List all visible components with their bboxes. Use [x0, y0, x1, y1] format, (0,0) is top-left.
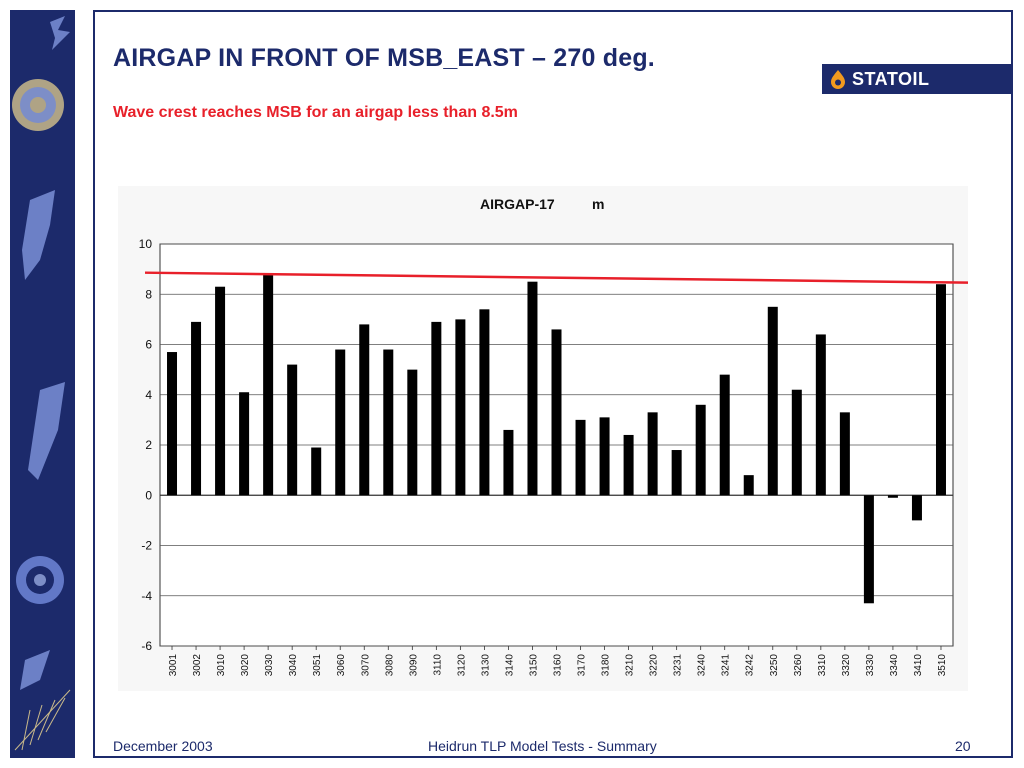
bar [287, 364, 298, 496]
left-decorative-strip [10, 10, 75, 758]
x-tick-label: 3010 [216, 654, 227, 677]
x-tick-label: 3240 [697, 654, 708, 677]
bar [887, 495, 898, 498]
x-tick-label: 3330 [865, 654, 876, 677]
bar [911, 495, 922, 521]
x-tick-label: 3170 [577, 654, 588, 677]
x-tick-label: 3231 [673, 654, 684, 677]
x-tick-label: 3510 [937, 654, 948, 677]
slide-frame [93, 10, 1013, 758]
label-layer: -6 -4 -2 0 2 4 6 8 10 3001 3002 3010 3020 3030 3040 305… [139, 237, 968, 676]
bar [695, 404, 706, 496]
x-tick-label: 3090 [408, 654, 419, 677]
logo-text: STATOIL [852, 68, 930, 89]
chart-area: -6 -4 -2 0 2 4 6 8 10 3001 3002 3010 3020 3030 3040 305… [118, 186, 968, 691]
x-tick-label: 3150 [528, 654, 539, 677]
bar [335, 349, 346, 496]
x-tick-label: 3001 [168, 654, 179, 677]
flame-icon [831, 70, 845, 89]
bar [263, 274, 274, 496]
bar [863, 495, 874, 604]
chart-title: AIRGAP-17 [480, 196, 555, 212]
x-tick-label: 3130 [480, 654, 491, 677]
bar [479, 309, 490, 496]
x-tick-label: 3160 [553, 654, 564, 677]
y-tick-label: -4 [141, 589, 152, 603]
reference-line [144, 271, 968, 284]
bar [647, 412, 658, 496]
bar [383, 349, 394, 496]
y-tick-label: 8 [145, 287, 152, 301]
bar [935, 284, 946, 496]
y-tick-label: -6 [141, 639, 152, 653]
x-tick-label: 3140 [504, 654, 515, 677]
bar [191, 321, 202, 496]
bar [599, 417, 610, 496]
bar [527, 281, 538, 496]
x-tick-label: 3002 [192, 654, 203, 677]
bar [623, 434, 634, 496]
airgap-bar-chart: -6 -4 -2 0 2 4 6 8 10 3001 3002 3010 3020 3030 3040 305… [139, 196, 968, 676]
y-tick-label: 6 [145, 338, 152, 352]
bar [215, 286, 226, 496]
bar [167, 352, 178, 496]
x-tick-label: 3080 [384, 654, 395, 677]
bar [791, 389, 802, 496]
bar [239, 392, 250, 496]
bar [311, 447, 322, 496]
y-tick-label: 2 [145, 438, 152, 452]
bar [719, 374, 730, 496]
x-tick-label: 3040 [288, 654, 299, 677]
x-tick-label: 3180 [601, 654, 612, 677]
bar [839, 412, 850, 496]
x-tick-label: 3410 [913, 654, 924, 677]
y-tick-label: 10 [139, 237, 153, 251]
x-tick-label: 3310 [817, 654, 828, 677]
x-tick-label: 3070 [360, 654, 371, 677]
y-tick-label: 4 [145, 388, 152, 402]
x-tick-label: 3060 [336, 654, 347, 677]
x-tick-label: 3110 [432, 654, 443, 676]
x-tick-label: 3220 [649, 654, 660, 677]
x-tick-label: 3320 [841, 654, 852, 677]
x-tick-label: 3260 [793, 654, 804, 677]
bar [671, 450, 682, 496]
bar [551, 329, 562, 496]
decorative-shells-icon [12, 16, 71, 751]
slide-subtitle: Wave crest reaches MSB for an airgap les… [113, 104, 518, 121]
y-tick-label: -2 [141, 539, 152, 553]
x-tick-label: 3340 [889, 654, 900, 677]
x-tick-label: 3020 [240, 654, 251, 677]
bar [359, 324, 370, 496]
bar [767, 306, 778, 496]
bar [503, 429, 514, 496]
x-tick-label: 3030 [264, 654, 275, 677]
bar [815, 334, 826, 496]
y-tick-label: 0 [145, 488, 152, 502]
bar [407, 369, 418, 496]
x-tick-label: 3250 [769, 654, 780, 677]
x-tick-label: 3051 [312, 654, 323, 677]
bar [455, 319, 466, 496]
bar [575, 419, 586, 496]
statoil-logo: STATOIL [822, 64, 1013, 94]
page-number: 20 [955, 738, 971, 754]
x-tick-label: 3210 [625, 654, 636, 677]
bar [743, 475, 754, 496]
x-tick-label: 3242 [745, 654, 756, 677]
footer-title: Heidrun TLP Model Tests - Summary [428, 738, 657, 754]
x-tick-label: 3120 [456, 654, 467, 677]
bar-layer [167, 274, 946, 604]
slide-title: AIRGAP IN FRONT OF MSB_EAST – 270 deg. [113, 44, 655, 72]
x-tick-label: 3241 [721, 654, 732, 677]
bar [431, 321, 442, 496]
chart-unit: m [592, 196, 604, 212]
footer-date: December 2003 [113, 738, 213, 754]
